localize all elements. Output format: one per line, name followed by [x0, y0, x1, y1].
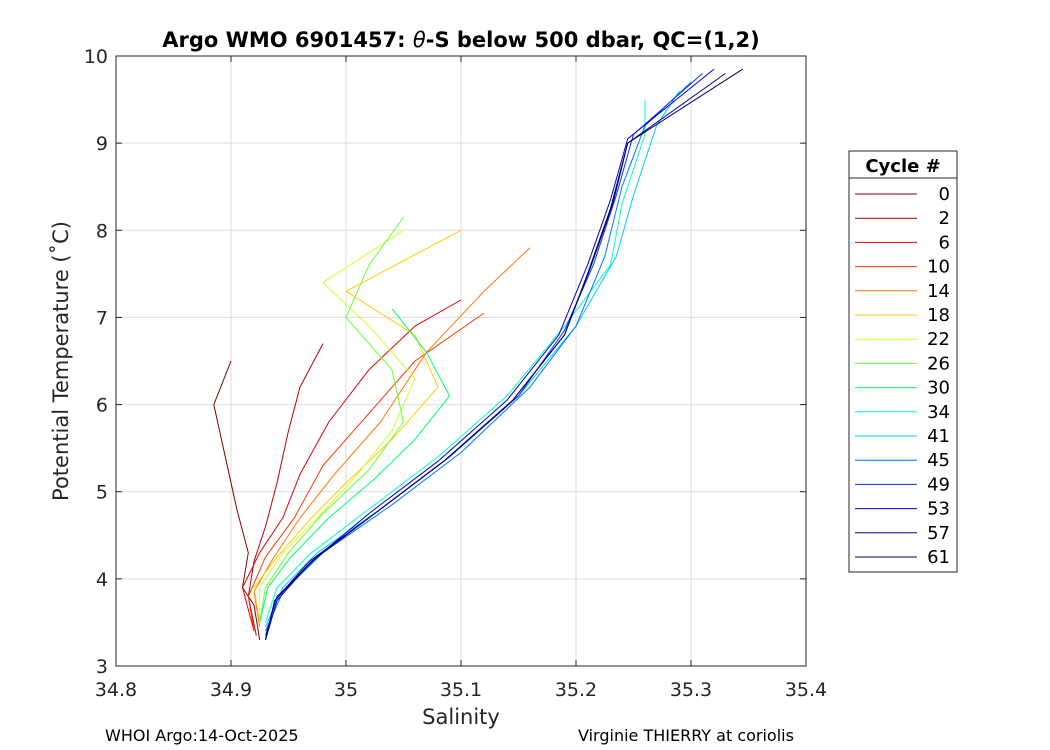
y-tick-label: 10	[84, 46, 108, 68]
legend-label-cycle-26: 26	[927, 353, 950, 374]
y-tick-label: 6	[96, 395, 108, 417]
y-ticks: 3 4 5 6 7 8 9 10	[84, 46, 806, 678]
series-line-cycle-18	[253, 229, 462, 623]
x-tick-label: 34.9	[210, 679, 252, 701]
series-line-cycle-34	[265, 99, 646, 623]
x-tick-label: 34.8	[95, 679, 137, 701]
legend-label-cycle-0: 0	[939, 184, 950, 205]
y-axis-label: Potential Temperature (˚C)	[49, 221, 73, 501]
legend-label-cycle-22: 22	[927, 329, 950, 350]
legend-label-cycle-18: 18	[927, 305, 950, 326]
series-line-cycle-0	[213, 360, 261, 640]
legend-label-cycle-14: 14	[927, 281, 950, 302]
y-tick-label: 5	[96, 482, 108, 504]
y-tick-label: 4	[96, 569, 108, 591]
x-tick-label: 35.2	[555, 679, 597, 701]
legend-label-cycle-10: 10	[927, 257, 950, 278]
legend-box	[848, 150, 958, 573]
series-layer	[213, 68, 744, 641]
legend-label-cycle-41: 41	[927, 426, 950, 447]
legend-label-cycle-45: 45	[927, 450, 950, 471]
x-tick-label: 35	[334, 679, 358, 701]
y-tick-label: 8	[96, 220, 108, 242]
series-line-cycle-45	[265, 81, 692, 632]
footer-left: WHOI Argo:14-Oct-2025	[105, 726, 299, 745]
footer-right: Virginie THIERRY at coriolis	[578, 726, 794, 745]
y-tick-label: 9	[96, 133, 108, 155]
x-ticks: 34.8 34.9 35 35.1 35.2 35.3 35.4	[95, 56, 827, 701]
legend-label-cycle-30: 30	[927, 378, 950, 399]
legend-label-cycle-57: 57	[927, 523, 950, 544]
y-tick-label: 7	[96, 307, 108, 329]
x-axis-label: Salinity	[422, 705, 500, 729]
series-line-cycle-6	[242, 299, 462, 632]
x-tick-label: 35.3	[670, 679, 712, 701]
series-line-cycle-2	[247, 343, 324, 636]
x-tick-label: 35.4	[785, 679, 827, 701]
legend-label-cycle-34: 34	[927, 402, 950, 423]
series-line-cycle-26	[259, 216, 404, 623]
series-line-cycle-14	[253, 247, 531, 627]
legend-label-cycle-6: 6	[939, 232, 950, 253]
series-line-cycle-53	[265, 68, 715, 641]
series-line-cycle-61	[265, 68, 744, 641]
chart-title: Argo WMO 6901457: θ-S below 500 dbar, QC…	[162, 28, 759, 52]
y-tick-label: 3	[96, 656, 108, 678]
legend-label-cycle-49: 49	[927, 474, 950, 495]
legend-title: Cycle #	[865, 156, 940, 177]
legend-label-cycle-53: 53	[927, 499, 950, 520]
series-line-cycle-22	[259, 229, 416, 623]
x-tick-label: 35.1	[440, 679, 482, 701]
legend-label-cycle-2: 2	[939, 208, 950, 229]
legend-label-cycle-61: 61	[927, 547, 950, 568]
series-line-cycle-30	[259, 308, 450, 623]
